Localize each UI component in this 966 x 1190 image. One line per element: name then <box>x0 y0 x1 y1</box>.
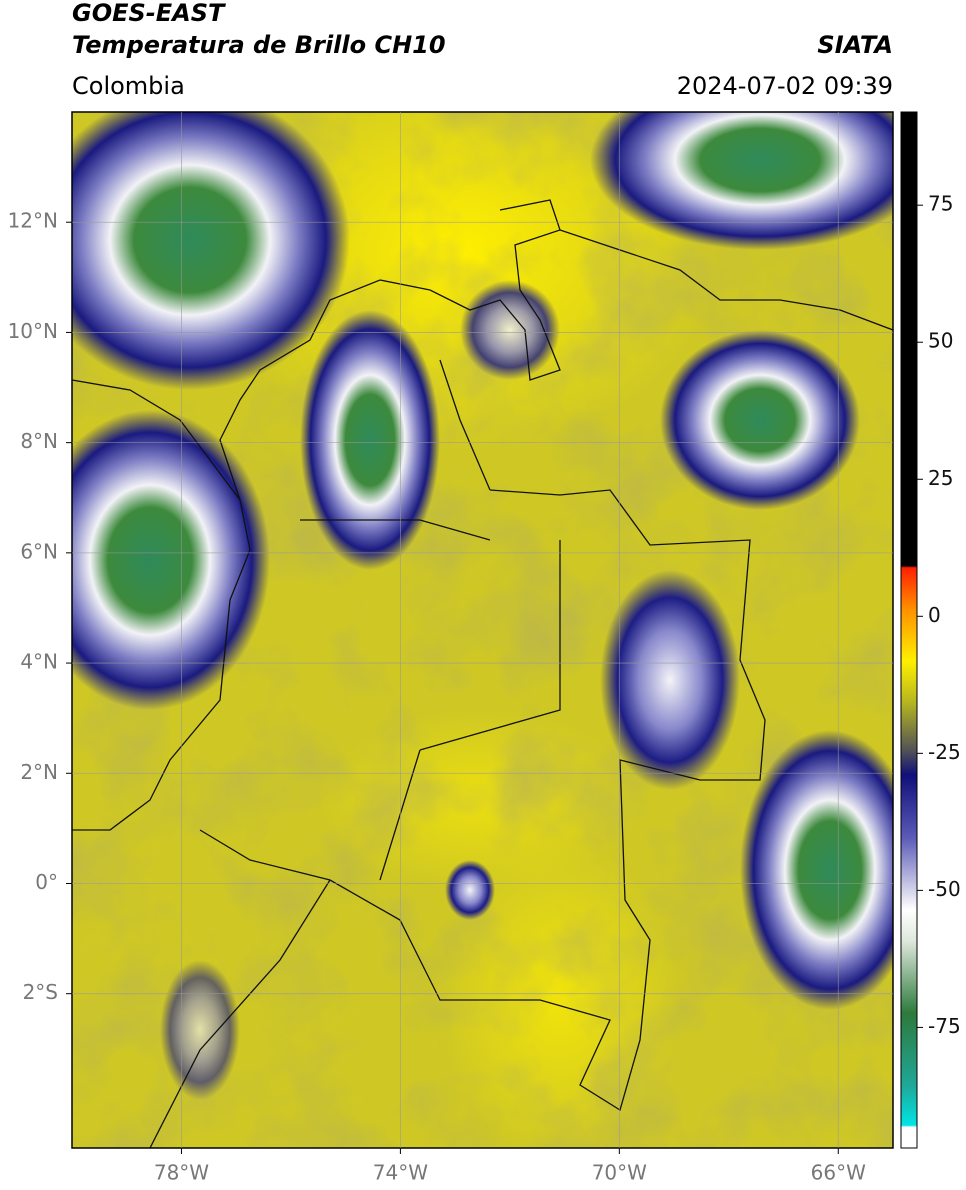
colorbar <box>900 111 918 1149</box>
y-tick-label: 6°N <box>20 539 58 563</box>
x-tick-label: 78°W <box>154 1161 209 1185</box>
y-tick-label: 12°N <box>8 209 58 233</box>
x-tick-label: 74°W <box>373 1161 428 1185</box>
colorbar-tick-label: 0 <box>928 603 941 627</box>
y-tick-label: 8°N <box>20 429 58 453</box>
colorbar-tick-label: -25 <box>928 740 961 764</box>
colorbar-tick-label: 25 <box>928 466 953 490</box>
y-tick-label: 0° <box>35 870 58 894</box>
y-tick-label: 4°N <box>20 650 58 674</box>
colorbar-tick-label: -75 <box>928 1014 961 1038</box>
colorbar-tick-label: -50 <box>928 877 961 901</box>
map-frame <box>71 111 894 1149</box>
subtitle: Temperatura de Brillo CH10 <box>72 31 446 59</box>
y-tick-label: 2°N <box>20 760 58 784</box>
title: GOES-EAST <box>72 0 226 27</box>
x-tick-label: 70°W <box>592 1161 647 1185</box>
colorbar-tick-label: 75 <box>928 192 953 216</box>
colorbar-tick-label: 50 <box>928 329 953 353</box>
datetime: 2024-07-02 09:39 <box>677 72 893 100</box>
y-tick-label: 10°N <box>8 319 58 343</box>
region: Colombia <box>72 72 185 100</box>
y-tick-label: 2°S <box>23 980 58 1004</box>
x-tick-label: 66°W <box>811 1161 866 1185</box>
satellite-image <box>72 112 893 1148</box>
source: SIATA <box>817 31 893 59</box>
